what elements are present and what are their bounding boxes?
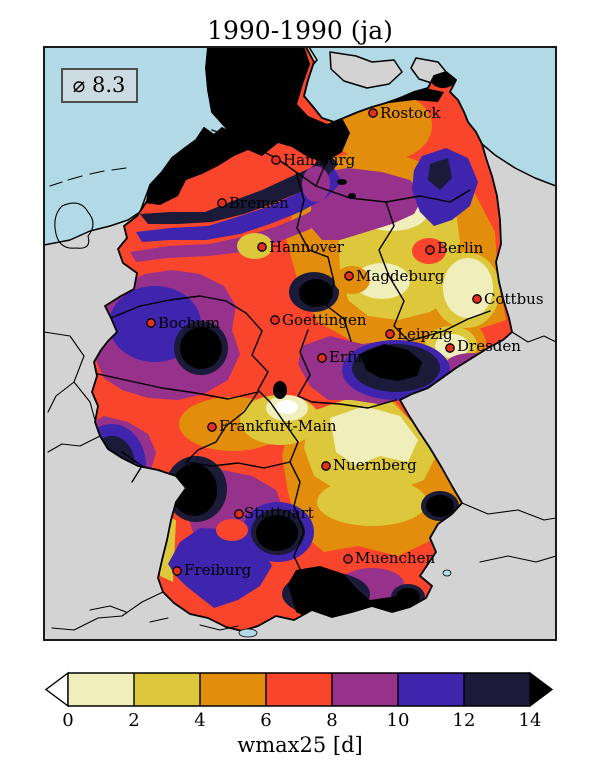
colorbar-tick: 0 [62, 710, 73, 731]
cities: Rostock Hamburg Bremen Hannover Berlin M… [146, 104, 544, 579]
coast-details [49, 167, 127, 249]
map-area: Rostock Hamburg Bremen Hannover Berlin M… [44, 47, 556, 640]
colorbar-label: wmax25 [d] [237, 733, 362, 757]
city-marker-bochum [146, 318, 156, 328]
colorbar-segment [464, 673, 530, 706]
map-frame [43, 46, 557, 641]
city-label: Berlin [437, 239, 484, 257]
colorbar-tick: 8 [326, 710, 337, 731]
colorbar-segment [266, 673, 332, 706]
colorbar: 0 2 4 6 8 10 12 14 wmax25 [d] [44, 671, 554, 757]
city-label: Bochum [158, 314, 220, 332]
colorbar-segment [134, 673, 200, 706]
colorbar-tick: 12 [453, 710, 476, 731]
colorbar-segment [68, 673, 134, 706]
colorbar-segment [332, 673, 398, 706]
colorbar-tick: 4 [194, 710, 205, 731]
city-label: Frankfurt-Main [219, 417, 337, 435]
city-label: Stuttgart [244, 504, 314, 522]
mean-value: ⌀ 8.3 [73, 73, 126, 97]
city-marker-cottbus [472, 294, 482, 304]
colorbar-segment [398, 673, 464, 706]
plot-title: 1990-1990 (ja) [207, 16, 393, 45]
colorbar-tick: 2 [128, 710, 139, 731]
city-marker-bremen [217, 198, 227, 208]
colorbar-tick: 6 [260, 710, 271, 731]
city-label: Goettingen [282, 311, 367, 329]
city-marker-erfurt [317, 353, 327, 363]
city-label: Freiburg [184, 561, 252, 579]
city-label: Leipzig [397, 325, 453, 343]
colorbar-ticks: 0 2 4 6 8 10 12 14 [62, 710, 541, 731]
mean-box: ⌀ 8.3 [61, 68, 138, 103]
lakes [238, 569, 452, 638]
city-label: Rostock [380, 104, 441, 122]
city-label: Erfurt [329, 348, 376, 366]
city-marker-muenchen [343, 554, 353, 564]
state-borders [97, 129, 491, 607]
city-label: Bremen [229, 194, 289, 212]
city-marker-nuernberg [321, 461, 331, 471]
city-label: Nuernberg [333, 456, 417, 474]
contour-field [92, 47, 512, 631]
foreign-borders [44, 331, 556, 631]
city-label: Cottbus [484, 290, 544, 308]
lake-chiemsee [442, 569, 452, 577]
city-label: Dresden [457, 337, 521, 355]
city-marker-dresden [445, 343, 455, 353]
city-marker-hamburg [271, 155, 281, 165]
city-marker-goettingen [270, 315, 280, 325]
city-marker-hannover [257, 242, 267, 252]
city-marker-rostock [368, 108, 378, 118]
city-label: Hannover [269, 238, 345, 256]
city-marker-berlin [425, 245, 435, 255]
city-marker-freiburg [172, 566, 182, 576]
colorbar-over-arrow [529, 671, 554, 708]
city-marker-magdeburg [344, 271, 354, 281]
city-label: Hamburg [283, 151, 356, 169]
city-label: Muenchen [355, 549, 435, 567]
colorbar-segment [200, 673, 266, 706]
city-label: Magdeburg [356, 267, 445, 285]
lake-constance [238, 628, 258, 638]
colorbar-tick: 10 [387, 710, 410, 731]
city-marker-frankfurt [207, 422, 217, 432]
colorbar-dividers [67, 672, 531, 707]
city-marker-leipzig [385, 329, 395, 339]
colorbar-under-arrow [44, 671, 69, 708]
city-marker-stuttgart [234, 509, 244, 519]
colorbar-tick: 14 [519, 710, 542, 731]
